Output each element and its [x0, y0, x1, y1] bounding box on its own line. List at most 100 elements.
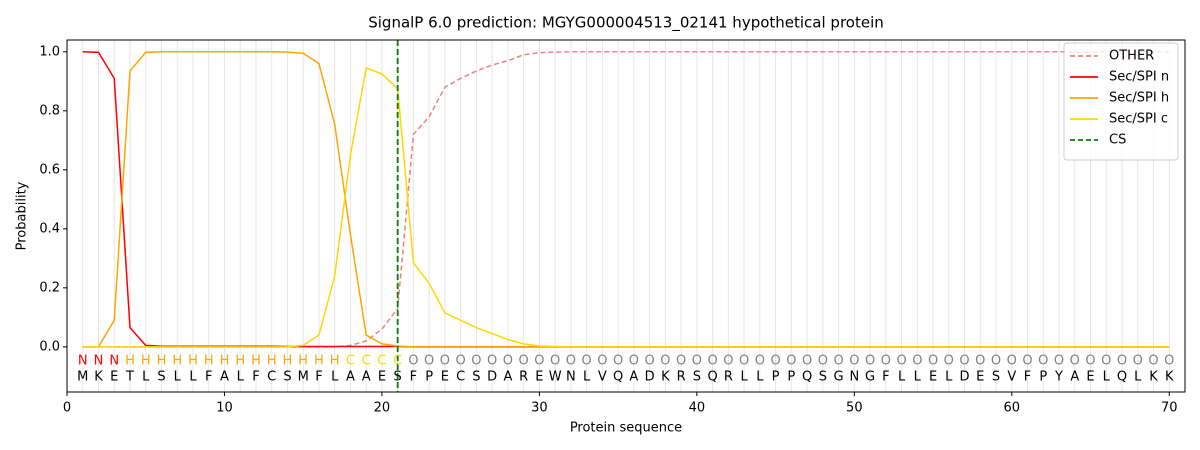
- residue-label: O: [1070, 354, 1080, 369]
- residue-label: O: [1022, 354, 1032, 369]
- residue-letter: F: [315, 370, 322, 385]
- residue-label: O: [1133, 354, 1143, 369]
- residue-letter: A: [362, 370, 371, 385]
- residue-letter: P: [1039, 370, 1047, 385]
- plot-area: [82, 40, 1170, 392]
- residue-label: O: [975, 354, 985, 369]
- residue-label: N: [94, 354, 104, 369]
- x-tick-label: 30: [531, 401, 548, 416]
- residue-letter: A: [346, 370, 355, 385]
- residue-letter: D: [487, 370, 497, 385]
- residue-label: O: [566, 354, 576, 369]
- residue-label: H: [141, 354, 151, 369]
- residue-label: O: [487, 354, 497, 369]
- residue-label: H: [298, 354, 308, 369]
- residue-label: O: [613, 354, 623, 369]
- residue-letter: M: [298, 370, 309, 385]
- residue-letter: F: [252, 370, 259, 385]
- residue-letter: M: [77, 370, 88, 385]
- residue-label: O: [1164, 354, 1174, 369]
- residue-letter: T: [125, 370, 134, 385]
- residue-label: O: [818, 354, 828, 369]
- residue-label: O: [408, 354, 418, 369]
- residue-letter: L: [189, 370, 197, 385]
- residue-label: O: [802, 354, 812, 369]
- residue-label: H: [267, 354, 277, 369]
- residue-label: O: [456, 354, 466, 369]
- residue-letter: K: [1149, 370, 1158, 385]
- residue-label: O: [865, 354, 875, 369]
- residue-letter: S: [693, 370, 701, 385]
- residue-label: C: [346, 354, 355, 369]
- residue-letter: Y: [1054, 370, 1063, 385]
- residue-label: O: [849, 354, 859, 369]
- residue-letter: E: [110, 370, 118, 385]
- residue-letter: S: [992, 370, 1000, 385]
- residue-label: O: [944, 354, 954, 369]
- residue-letter: L: [756, 370, 764, 385]
- x-tick-label: 70: [1161, 401, 1178, 416]
- residue-label: H: [220, 354, 230, 369]
- residue-label: O: [928, 354, 938, 369]
- residue-label: N: [78, 354, 88, 369]
- residue-label: O: [1101, 354, 1111, 369]
- residue-label: O: [723, 354, 733, 369]
- residue-letter: D: [645, 370, 655, 385]
- y-tick-label: 0.4: [39, 221, 60, 236]
- residue-label: O: [1085, 354, 1095, 369]
- residue-letter: A: [220, 370, 229, 385]
- residue-letter: F: [205, 370, 212, 385]
- residue-letter: S: [472, 370, 480, 385]
- residue-letter: L: [914, 370, 922, 385]
- residue-label: O: [1117, 354, 1127, 369]
- residue-label: H: [125, 354, 135, 369]
- residue-label: N: [109, 354, 119, 369]
- residue-label: O: [912, 354, 922, 369]
- residue-label: O: [440, 354, 450, 369]
- residue-letter: R: [724, 370, 733, 385]
- residue-letter: Q: [1117, 370, 1127, 385]
- residue-letter: L: [1103, 370, 1111, 385]
- residue-label: H: [157, 354, 167, 369]
- residue-label: H: [235, 354, 245, 369]
- residue-letter: C: [267, 370, 276, 385]
- residue-label: O: [1054, 354, 1064, 369]
- y-tick-label: 1.0: [39, 44, 60, 59]
- residue-letter: G: [834, 370, 844, 385]
- residue-label: O: [471, 354, 481, 369]
- residue-label: O: [424, 354, 434, 369]
- residue-letter: L: [142, 370, 150, 385]
- residue-letter: A: [629, 370, 638, 385]
- residue-letter: F: [882, 370, 889, 385]
- residue-letter: L: [237, 370, 245, 385]
- residue-letter: D: [960, 370, 970, 385]
- residue-letter: C: [456, 370, 465, 385]
- residue-letter: E: [535, 370, 543, 385]
- residue-label: O: [645, 354, 655, 369]
- residue-letter: L: [1134, 370, 1142, 385]
- residue-letter: E: [378, 370, 386, 385]
- residue-label: H: [172, 354, 182, 369]
- residue-letter: L: [174, 370, 182, 385]
- residue-letter: A: [1070, 370, 1079, 385]
- residue-label: O: [660, 354, 670, 369]
- residue-letter: N: [566, 370, 576, 385]
- residue-label: O: [1148, 354, 1158, 369]
- residue-letter: P: [425, 370, 433, 385]
- x-axis-label: Protein sequence: [570, 421, 682, 436]
- y-axis-label: Probability: [15, 181, 30, 250]
- x-tick-label: 0: [63, 401, 71, 416]
- residue-label: O: [519, 354, 529, 369]
- residue-label: O: [881, 354, 891, 369]
- chart-title: SignalP 6.0 prediction: MGYG000004513_02…: [368, 14, 884, 33]
- residue-letter: E: [441, 370, 449, 385]
- residue-letter: W: [549, 370, 562, 385]
- residue-letter: F: [1024, 370, 1031, 385]
- residue-label: H: [314, 354, 324, 369]
- residue-letter: N: [849, 370, 859, 385]
- residue-letter: R: [677, 370, 686, 385]
- legend-label: Sec/SPI c: [1109, 112, 1168, 127]
- residue-letter: S: [819, 370, 827, 385]
- residue-letter: G: [865, 370, 875, 385]
